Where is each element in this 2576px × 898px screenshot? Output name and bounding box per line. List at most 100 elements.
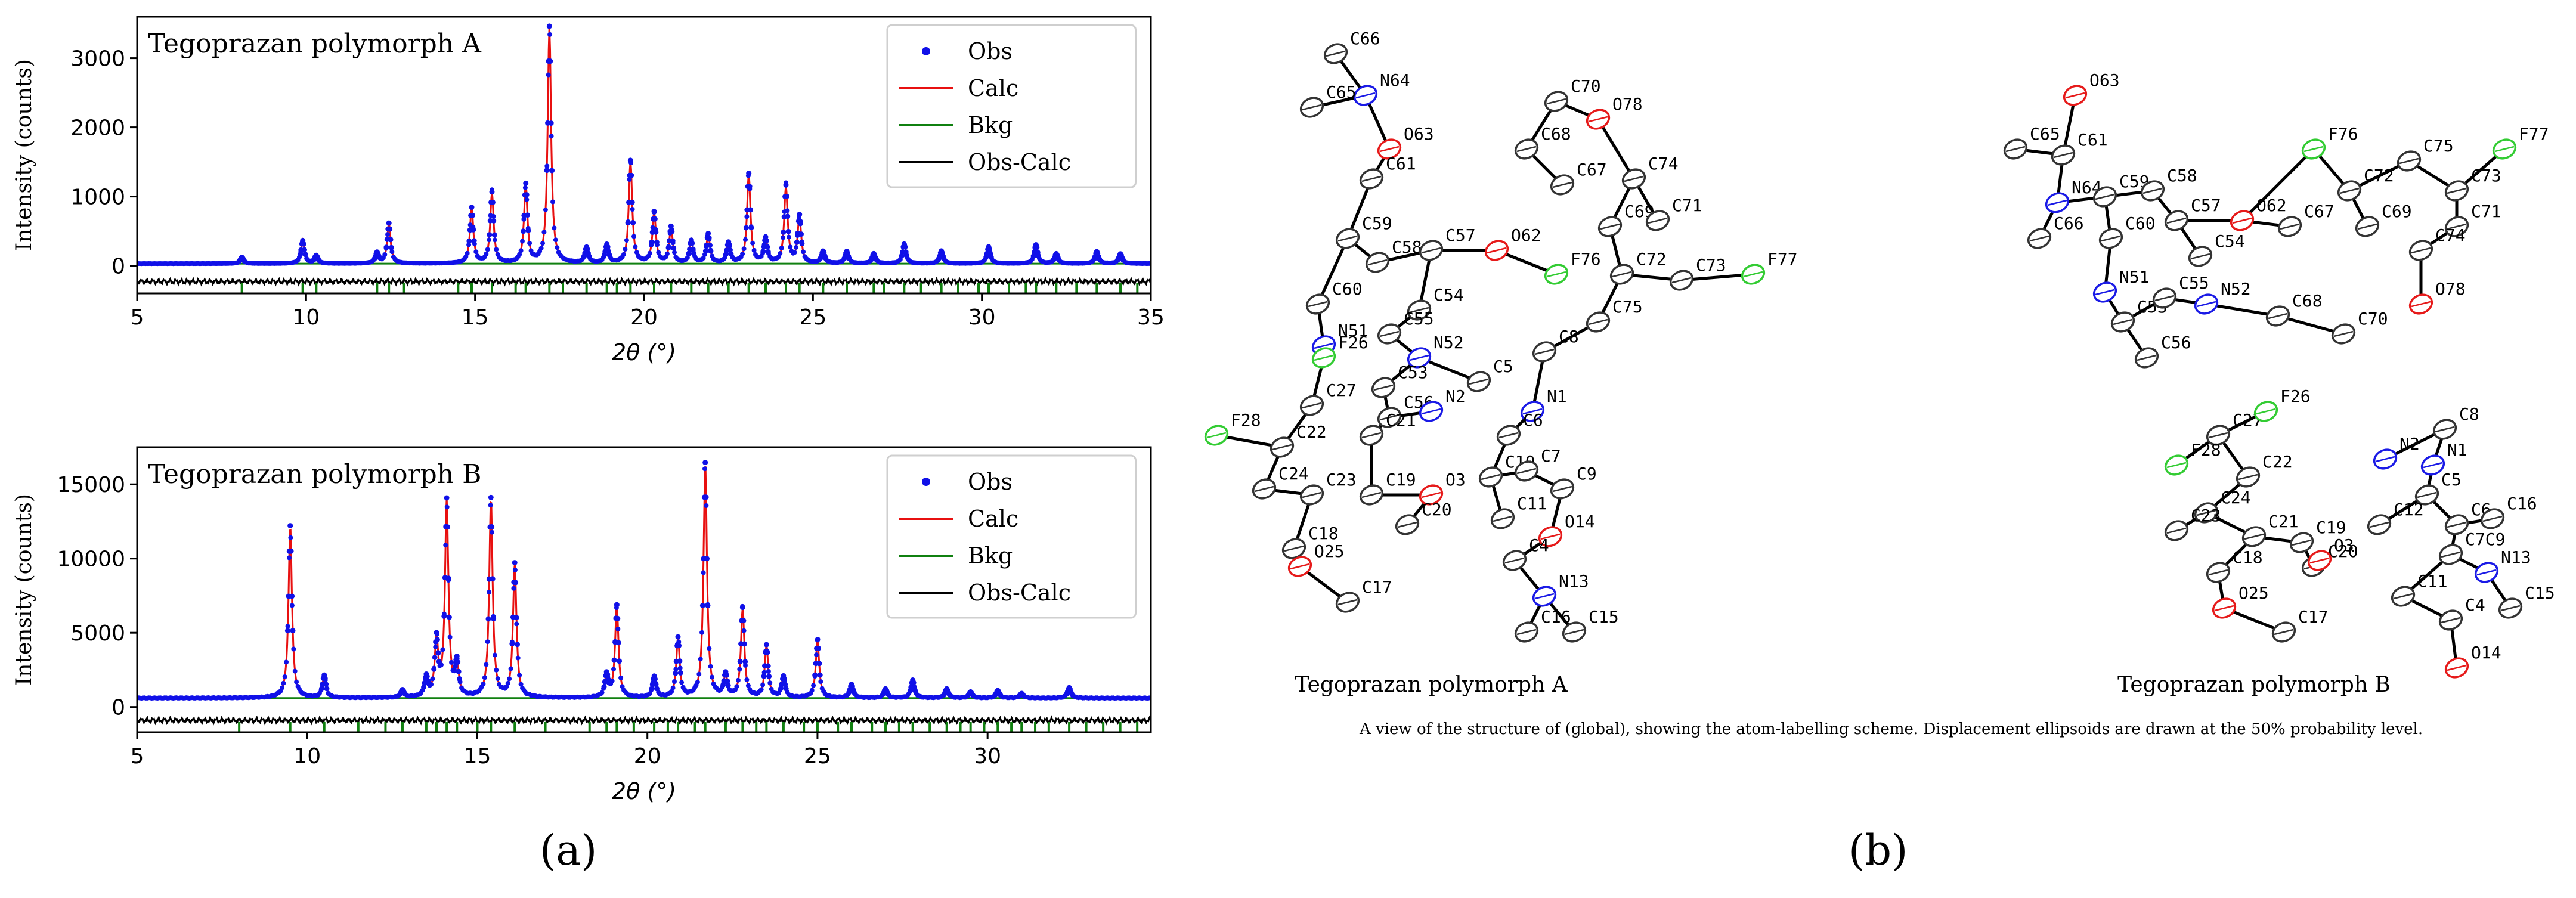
obs-point [382, 252, 388, 257]
chart-title: Tegoprazan polymorph A [148, 29, 482, 59]
obs-point [284, 659, 289, 665]
obs-point [447, 634, 453, 640]
atom-axis [1409, 306, 1429, 314]
obs-peak-point [765, 663, 771, 669]
obs-peak-point [489, 189, 495, 195]
atom-label-n13: N13 [1559, 571, 1589, 591]
obs-peak-point [652, 676, 658, 682]
atom-label-c11: C11 [2417, 571, 2448, 591]
obs-peak-point [1120, 257, 1126, 263]
obs-peak-point [388, 244, 394, 250]
obs-point [745, 683, 751, 688]
atom-label-c8: C8 [1559, 327, 1579, 346]
obs-peak-point [689, 240, 695, 246]
legend-marker-obs [922, 478, 930, 486]
atom-axis [2095, 289, 2115, 296]
atom-axis [1409, 354, 1429, 361]
atom-axis [1516, 145, 1537, 153]
legend-label: Bkg [968, 543, 1013, 569]
obs-peak-point [288, 548, 294, 554]
obs-point [696, 671, 702, 677]
obs-peak-point [728, 251, 734, 257]
obs-peak-point [469, 212, 475, 218]
atom-axis [2417, 491, 2437, 498]
obs-peak-point [765, 249, 771, 255]
obs-peak-point [761, 673, 767, 679]
atom-axis [2166, 527, 2187, 534]
atom-label-c58: C58 [2167, 166, 2197, 185]
atom-axis [2142, 187, 2163, 194]
atom-axis [1326, 50, 1346, 57]
obs-peak-point [383, 244, 389, 250]
obs-point [507, 676, 512, 682]
obs-point [544, 163, 550, 169]
obs-peak-point [705, 230, 711, 236]
atom-label-c53: C53 [1398, 363, 1428, 382]
obs-peak-point [763, 642, 769, 648]
obs-peak-point [723, 672, 729, 678]
obs-peak-point [617, 658, 623, 664]
obs-point [550, 199, 555, 205]
obs-peak-point [708, 248, 714, 254]
obs-peak-point [615, 640, 621, 646]
atom-axis [1421, 491, 1441, 498]
obs-point [704, 503, 709, 508]
legend-label: Calc [968, 75, 1018, 101]
obs-peak-point [671, 245, 677, 251]
legend-label: Obs [968, 469, 1013, 495]
atom-axis [2411, 247, 2431, 254]
atom-axis [2196, 301, 2216, 308]
obs-peak-point [436, 659, 442, 665]
atom-axis [1487, 247, 1507, 254]
atom-label-c71: C71 [1672, 196, 1702, 215]
atom-axis [1546, 98, 1566, 105]
atom-label-c22: C22 [1296, 422, 1327, 442]
atom-axis [2393, 593, 2413, 600]
obs-point [490, 529, 494, 535]
obs-peak-point [491, 232, 497, 238]
atom-axis [2095, 193, 2115, 200]
atom-label-c24: C24 [2221, 488, 2251, 507]
obs-peak-point [676, 643, 682, 649]
atom-label-o78: O78 [2435, 279, 2466, 299]
obs-peak-point [815, 637, 821, 643]
obs-peak-point [986, 246, 992, 252]
bond [2277, 314, 2344, 336]
plot-area [137, 23, 1151, 293]
obs-peak-point [284, 628, 290, 634]
obs-point [518, 682, 524, 687]
obs-peak-point [677, 670, 683, 676]
obs-peak-point [627, 157, 633, 163]
obs-peak-point [1034, 244, 1040, 250]
atom-axis [2232, 217, 2252, 224]
atom-label-f28: F28 [1231, 410, 1261, 430]
atom-axis [1361, 491, 1382, 498]
obs-point [279, 685, 284, 690]
atom-label-c68: C68 [1541, 124, 1571, 144]
obs-peak-point [488, 494, 494, 500]
obs-peak-point [544, 168, 550, 174]
obs-peak-point [513, 615, 519, 621]
obs-peak-point [322, 676, 328, 682]
atom-label-n64: N64 [1380, 70, 1410, 90]
atom-label-c23: C23 [2191, 506, 2221, 525]
obs-point [627, 176, 632, 182]
atom-label-c55: C55 [1404, 309, 1434, 329]
obs-peak-point [525, 228, 531, 234]
atom-label-c74: C74 [1648, 154, 1679, 174]
atom-label-c15: C15 [1589, 607, 1619, 627]
obs-peak-point [902, 244, 908, 250]
obs-peak-point [432, 655, 438, 660]
obs-peak-point [654, 239, 660, 245]
bond [1596, 118, 1636, 180]
atom-label-c24: C24 [1278, 464, 1309, 484]
obs-peak-point [748, 207, 753, 213]
obs-peak-point [388, 237, 394, 243]
obs-point [553, 237, 558, 243]
obs-point [702, 466, 707, 472]
obs-point [433, 645, 438, 650]
obs-peak-point [874, 256, 880, 262]
atom-axis [1546, 271, 1566, 278]
atom-label-c15: C15 [2525, 583, 2555, 603]
atom-axis [2500, 605, 2521, 612]
